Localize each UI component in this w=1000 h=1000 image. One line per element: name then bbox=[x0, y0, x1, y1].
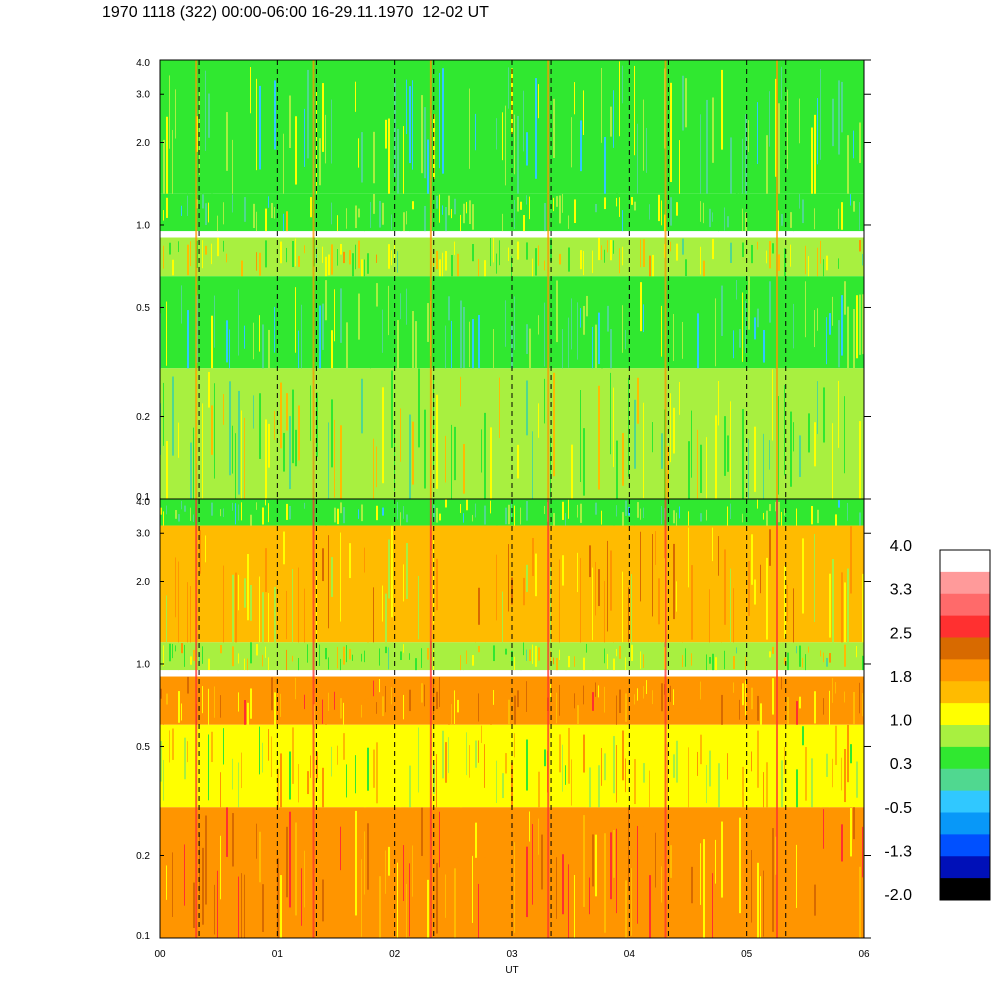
page-title: 1970 1118 (322) 00:00-06:00 16-29.11.197… bbox=[102, 4, 489, 21]
top-ytick-label: 0.5 bbox=[136, 303, 150, 314]
colorbar-frame bbox=[939, 549, 991, 901]
bottom-ytick-label: 1.0 bbox=[136, 659, 150, 670]
colorbar-swatch bbox=[940, 725, 990, 748]
colorbar-swatch bbox=[940, 812, 990, 835]
top-ytick-label: 3.0 bbox=[136, 90, 150, 101]
top-ytick-label: 2.0 bbox=[136, 138, 150, 149]
colorbar-label: 0.3 bbox=[890, 756, 912, 773]
colorbar-swatch bbox=[940, 637, 990, 660]
colorbar-swatch bbox=[940, 746, 990, 770]
bottom-ytick-label: 0.5 bbox=[136, 742, 150, 753]
colorbar-swatch bbox=[940, 615, 990, 638]
bottom-ytick-label: 0.1 bbox=[136, 931, 150, 942]
colorbar-label: 1.0 bbox=[890, 713, 912, 730]
bottom-spectral-texture bbox=[160, 499, 864, 938]
colorbar-label: -1.3 bbox=[884, 843, 912, 860]
colorbar: 4.0 3.3 2.5 1.8 1.0 0.3 -0.5 -1.3 -2.0 bbox=[884, 538, 991, 904]
colorbar-label: 2.5 bbox=[890, 625, 912, 642]
bottom-ytick-label: 3.0 bbox=[136, 529, 150, 540]
colorbar-swatch bbox=[940, 703, 990, 726]
colorbar-swatch bbox=[940, 659, 990, 682]
x-axis: 00 01 02 03 04 05 06 UT bbox=[154, 949, 870, 976]
colorbar-swatch bbox=[940, 856, 990, 879]
bottom-ytick-label: 2.0 bbox=[136, 577, 150, 588]
xtick-label: 03 bbox=[506, 949, 518, 960]
xtick-label: 05 bbox=[741, 949, 753, 960]
colorbar-swatch bbox=[940, 593, 990, 617]
x-axis-label: UT bbox=[505, 965, 518, 976]
xtick-label: 02 bbox=[389, 949, 401, 960]
xtick-label: 00 bbox=[154, 949, 166, 960]
xtick-label: 04 bbox=[624, 949, 636, 960]
bottom-ytick-label: 0.2 bbox=[136, 851, 150, 862]
colorbar-swatch bbox=[940, 790, 990, 813]
colorbar-swatch bbox=[940, 571, 990, 595]
colorbar-label: -2.0 bbox=[884, 887, 912, 904]
colorbar-swatch bbox=[940, 834, 990, 857]
top-dashed-gridlines bbox=[198, 60, 787, 499]
colorbar-swatch bbox=[940, 681, 990, 704]
bottom-y-axis: 4.0 3.0 2.0 1.0 0.5 0.2 0.1 bbox=[136, 497, 871, 942]
bottom-dashed-gridlines bbox=[198, 499, 787, 938]
bottom-ytick-label: 4.0 bbox=[136, 497, 150, 508]
top-ytick-label: 0.2 bbox=[136, 412, 150, 423]
colorbar-swatch bbox=[940, 768, 990, 792]
bottom-streaks bbox=[195, 499, 778, 938]
top-ytick-label: 0.1 bbox=[136, 492, 150, 503]
colorbar-swatch bbox=[940, 878, 990, 901]
bottom-spectrogram-panel: 4.0 3.0 2.0 1.0 0.5 0.2 0.1 bbox=[136, 497, 871, 942]
top-ytick-label: 1.0 bbox=[136, 220, 150, 231]
xtick-label: 06 bbox=[858, 949, 870, 960]
colorbar-label: 3.3 bbox=[890, 582, 912, 599]
bottom-plot-frame bbox=[159, 498, 865, 939]
top-streaks bbox=[195, 60, 778, 499]
xtick-label: 01 bbox=[272, 949, 284, 960]
colorbar-label: -0.5 bbox=[884, 800, 912, 817]
colorbar-label: 1.8 bbox=[890, 669, 912, 686]
top-ytick-label: 4.0 bbox=[136, 58, 150, 69]
colorbar-label: 4.0 bbox=[890, 538, 912, 555]
colorbar-swatch bbox=[940, 550, 990, 573]
top-spectral-texture bbox=[160, 61, 864, 499]
top-spectrogram-panel: 4.0 3.0 2.0 1.0 0.5 0.2 0.1 bbox=[136, 58, 871, 503]
